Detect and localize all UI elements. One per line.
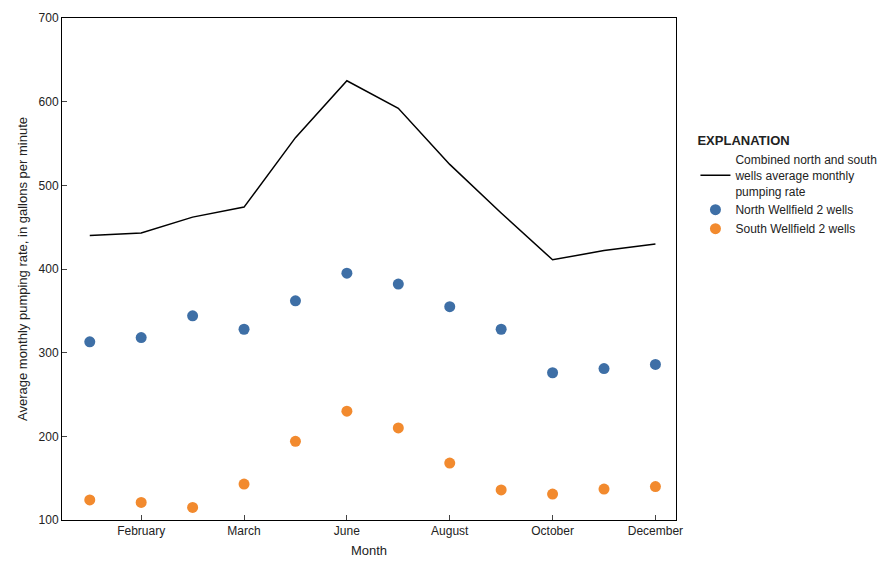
svg-text:February: February: [117, 524, 165, 538]
svg-text:North Wellfield 2 wells: North Wellfield 2 wells: [735, 203, 853, 217]
svg-text:300: 300: [39, 346, 59, 360]
svg-text:June: June: [334, 524, 360, 538]
svg-text:100: 100: [39, 513, 59, 527]
svg-text:700: 700: [39, 11, 59, 25]
svg-text:Average monthly pumping rate,: Average monthly pumping rate, in gallons…: [15, 117, 30, 421]
svg-text:October: October: [531, 524, 574, 538]
svg-text:Month: Month: [351, 543, 387, 558]
svg-text:March: March: [227, 524, 260, 538]
svg-text:600: 600: [39, 95, 59, 109]
svg-text:August: August: [431, 524, 469, 538]
svg-text:December: December: [628, 524, 683, 538]
svg-text:500: 500: [39, 179, 59, 193]
svg-text:South Wellfield 2 wells: South Wellfield 2 wells: [735, 222, 855, 236]
svg-text:EXPLANATION: EXPLANATION: [697, 133, 789, 148]
svg-text:Combined north and southwells: Combined north and southwells average mo…: [734, 153, 876, 198]
svg-text:400: 400: [39, 262, 59, 276]
svg-text:200: 200: [39, 430, 59, 444]
